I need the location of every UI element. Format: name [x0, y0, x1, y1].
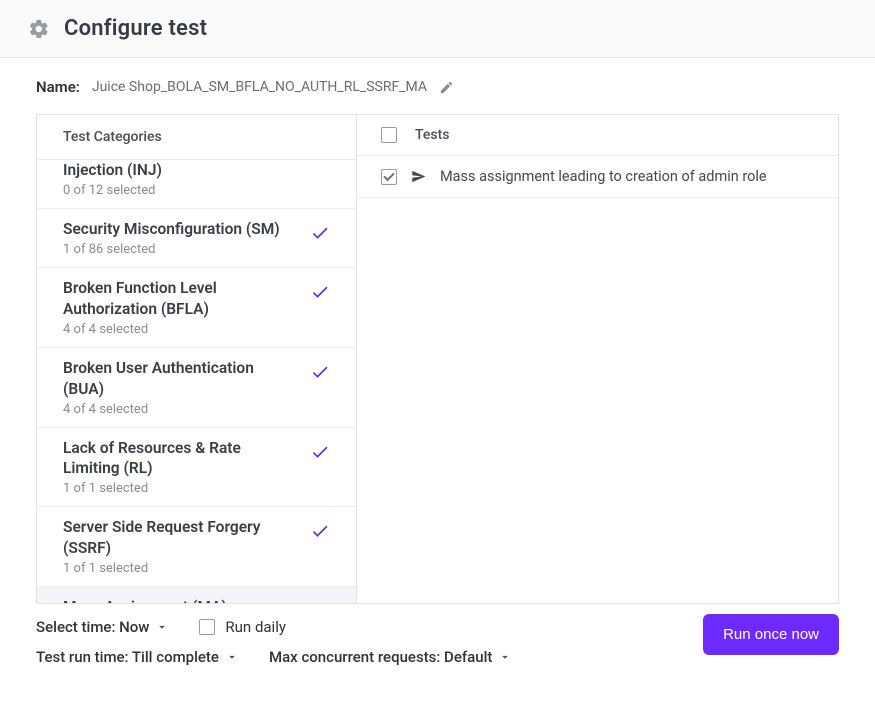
category-title: Broken Function Level Authorization (BFL…	[63, 278, 283, 320]
chevron-down-icon	[155, 620, 169, 634]
category-subtitle: 4 of 4 selected	[63, 322, 283, 337]
run-daily-label: Run daily	[225, 618, 286, 636]
categories-header: Test Categories	[37, 115, 356, 160]
category-item[interactable]: Broken Function Level Authorization (BFL…	[37, 268, 356, 348]
configure-test-modal: Configure test Name: Juice Shop_BOLA_SM_…	[0, 0, 875, 708]
edit-name-button[interactable]	[439, 80, 454, 95]
category-subtitle: 1 of 86 selected	[63, 242, 280, 257]
bottom-controls: Select time: Now Run daily Test run time…	[36, 604, 839, 666]
category-subtitle: 1 of 1 selected	[63, 561, 283, 576]
tests-header: Tests	[357, 115, 838, 156]
category-subtitle: 4 of 4 selected	[63, 402, 283, 417]
select-time-label: Select time: Now	[36, 618, 149, 636]
max-concurrent-dropdown[interactable]: Max concurrent requests: Default	[269, 648, 512, 666]
category-item[interactable]: Mass Assignment (MA)1 of 1 selected	[37, 587, 356, 603]
run-daily-checkbox[interactable]	[199, 619, 215, 635]
tests-list: Mass assignment leading to creation of a…	[357, 156, 838, 603]
check-icon	[310, 282, 330, 302]
name-label: Name:	[36, 78, 80, 96]
run-daily-toggle[interactable]: Run daily	[199, 618, 286, 636]
test-row[interactable]: Mass assignment leading to creation of a…	[357, 156, 838, 198]
run-once-now-button[interactable]: Run once now	[703, 614, 839, 655]
categories-list: Injection (INJ) 0 of 12 selected Security …	[37, 160, 356, 603]
modal-title: Configure test	[64, 16, 207, 41]
max-concurrent-label: Max concurrent requests: Default	[269, 648, 492, 666]
chevron-down-icon	[498, 650, 512, 664]
name-value: Juice Shop_BOLA_SM_BFLA_NO_AUTH_RL_SSRF_…	[92, 79, 427, 95]
test-checkbox[interactable]	[381, 169, 397, 185]
config-columns: Test Categories Injection (INJ) 0 of 12 s…	[36, 114, 839, 604]
select-time-dropdown[interactable]: Select time: Now	[36, 618, 169, 636]
tests-header-label: Tests	[415, 127, 449, 143]
category-title: Broken User Authentication (BUA)	[63, 358, 283, 400]
check-icon	[310, 362, 330, 382]
category-title: Injection (INJ)	[63, 160, 162, 181]
category-title: Security Misconfiguration (SM)	[63, 219, 280, 240]
test-run-time-dropdown[interactable]: Test run time: Till complete	[36, 648, 239, 666]
check-icon	[310, 223, 330, 243]
category-title: Mass Assignment (MA)	[63, 597, 227, 603]
category-item[interactable]: Injection (INJ) 0 of 12 selected	[37, 160, 356, 209]
category-item[interactable]: Server Side Request Forgery (SSRF) 1 of 1…	[37, 507, 356, 587]
category-item[interactable]: Security Misconfiguration (SM) 1 of 86 se…	[37, 209, 356, 268]
test-run-time-label: Test run time: Till complete	[36, 648, 219, 666]
category-title: Lack of Resources & Rate Limiting (RL)	[63, 438, 283, 480]
chevron-down-icon	[225, 650, 239, 664]
check-icon	[310, 601, 330, 603]
gear-icon	[28, 18, 50, 40]
categories-column: Test Categories Injection (INJ) 0 of 12 s…	[37, 115, 357, 603]
category-subtitle: 0 of 12 selected	[63, 183, 162, 198]
check-icon	[310, 442, 330, 462]
name-row: Name: Juice Shop_BOLA_SM_BFLA_NO_AUTH_RL…	[36, 78, 839, 96]
paper-plane-icon	[411, 169, 426, 184]
tests-select-all-checkbox[interactable]	[381, 127, 397, 143]
check-icon	[310, 521, 330, 541]
category-title: Server Side Request Forgery (SSRF)	[63, 517, 283, 559]
category-item[interactable]: Broken User Authentication (BUA) 4 of 4 s…	[37, 348, 356, 428]
pencil-icon	[439, 80, 454, 95]
category-subtitle: 1 of 1 selected	[63, 481, 283, 496]
modal-body: Name: Juice Shop_BOLA_SM_BFLA_NO_AUTH_RL…	[0, 58, 875, 708]
tests-column: Tests Mass assignment leading to creatio…	[357, 115, 838, 603]
test-label: Mass assignment leading to creation of a…	[440, 168, 767, 185]
modal-header: Configure test	[0, 0, 875, 58]
category-item[interactable]: Lack of Resources & Rate Limiting (RL)1 …	[37, 428, 356, 508]
